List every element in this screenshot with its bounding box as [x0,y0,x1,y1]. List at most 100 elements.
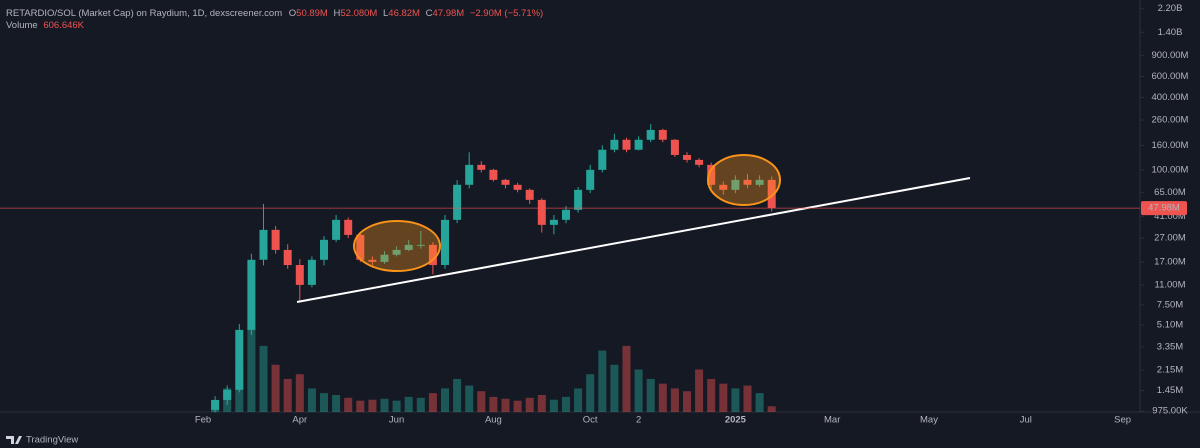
candle-body [719,184,728,190]
candle-body [731,179,740,190]
candle-body [707,164,716,185]
candle-body [211,399,220,410]
candle-body [646,129,655,140]
y-tick-label: 7.50M [1157,299,1183,310]
volume-bar [574,388,583,412]
volume-bar [428,393,437,412]
h-key: H [333,8,340,19]
x-tick-label: Aug [485,415,502,426]
y-tick-label: 600.00M [1152,71,1189,82]
candle-body [441,219,449,266]
volume-bar [441,388,449,412]
volume-bar [683,391,691,412]
last-price-tag [1141,201,1187,216]
candle-body [767,179,776,209]
candle-body [380,254,389,262]
volume-bar [477,391,486,412]
x-tick-label: 2025 [725,415,747,426]
x-tick-label: Sep [1114,415,1131,426]
y-tick-label: 41.00M [1154,211,1186,222]
candle-body [537,199,546,225]
x-tick-label: May [920,415,938,426]
y-tick-label: 260.00M [1152,115,1189,126]
volume-bar [465,385,474,412]
candle-body [477,164,486,170]
x-tick-label: Jun [389,415,404,426]
candle-body [356,234,365,260]
candle-body [428,244,437,266]
volume-bar [320,393,328,412]
volume-bar [731,388,740,412]
volume-bar [271,364,280,412]
volume-value: 606.646K [43,20,84,31]
x-tick-label: Mar [824,415,840,426]
volume-bar [743,385,752,412]
plot [211,124,776,413]
candle-body [634,139,643,150]
candle-body [598,149,607,170]
candle-body [404,244,413,250]
volume-bar [356,400,365,412]
volume-bar [392,400,401,412]
volume-bar [537,395,546,412]
candle-body [416,244,425,246]
candle-body [307,259,316,285]
volume-bar [489,396,498,412]
candle-body [683,154,691,160]
volume-bar [549,399,558,412]
candle-body [695,159,704,165]
c-value: 47.98M [432,8,464,19]
volume-bar [658,383,667,412]
highlight-ellipse [353,220,441,272]
candle-body [368,259,377,262]
volume-bar [283,378,292,412]
y-tick-label: 2.15M [1157,364,1183,375]
brand-name: TradingView [26,435,78,446]
y-tick-label: 160.00M [1152,140,1189,151]
highlight-ellipse [707,154,781,206]
y-tick-label: 17.00M [1154,257,1186,268]
volume-bar [610,364,619,412]
candle-body [332,219,341,240]
x-tick-label: 2 [636,415,641,426]
volume-bar [295,374,304,412]
candle-body [574,189,583,210]
candle-body [586,169,595,190]
candle-body [283,249,292,266]
c-key: C [426,8,433,19]
volume-bar [622,345,631,412]
y-tick-label: 100.00M [1152,164,1189,175]
l-key: L [383,8,388,19]
volume-legend: Volume 606.646K [6,20,85,31]
y-tick-label: 400.00M [1152,92,1189,103]
volume-bar [259,345,268,412]
y-tick-label: 65.00M [1154,187,1186,198]
candle-body [489,169,498,180]
candle-body [320,239,328,260]
y-tick-label: 2.20B [1158,3,1183,14]
x-tick-label: Oct [583,415,598,426]
volume-bar [707,378,716,412]
y-tick-label: 27.00M [1154,233,1186,244]
candle-body [344,219,353,235]
volume-bar [719,383,728,412]
volume-bar [586,374,595,412]
x-tick-label: Jul [1020,415,1032,426]
candle-body [562,209,570,220]
o-value: 50.89M [296,8,328,19]
change: −2.90M (−5.71%) [470,8,543,19]
volume-bar [307,388,316,412]
y-tick-label: 3.35M [1157,341,1183,352]
candle-body [670,139,679,155]
volume-bar [525,397,534,412]
volume-bar [380,398,389,412]
o-key: O [289,8,296,19]
volume-bar [501,398,510,412]
candle-body [622,139,631,150]
volume-key: Volume [6,20,38,31]
logo-mark [6,436,22,444]
volume-bar [562,396,570,412]
volume-bar [404,396,413,412]
